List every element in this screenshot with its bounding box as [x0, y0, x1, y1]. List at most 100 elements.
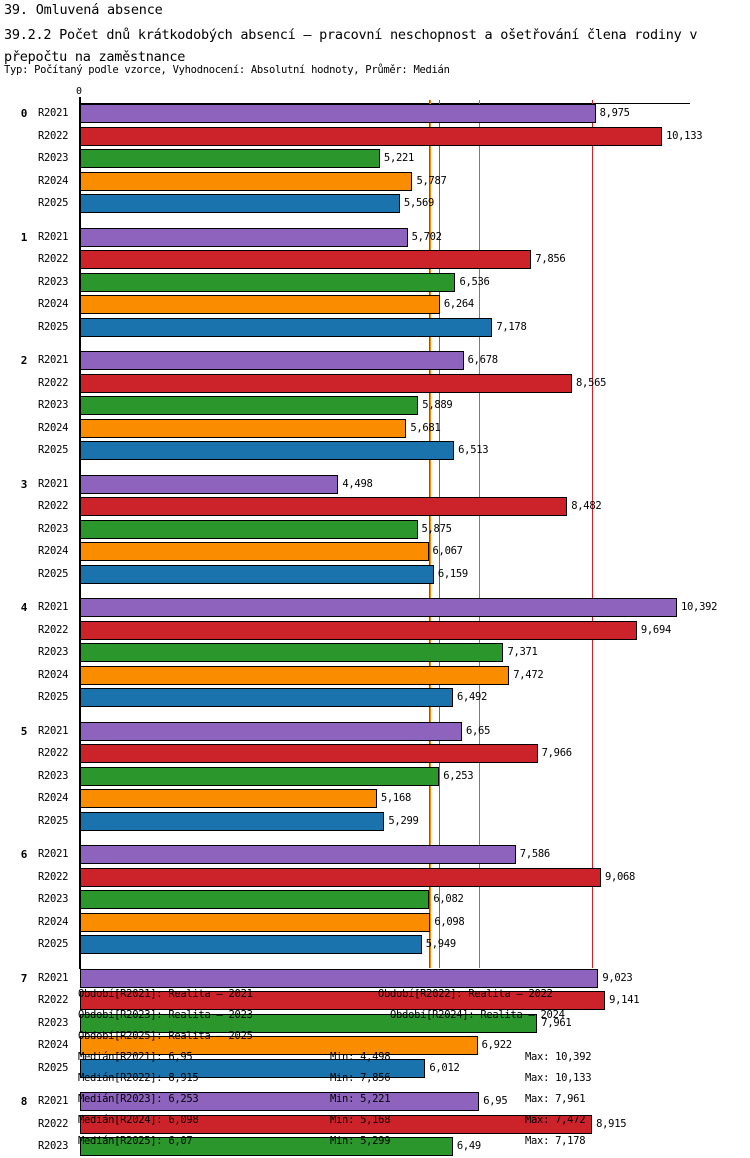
- stat-min-label: Min: 5,221: [330, 1093, 391, 1105]
- bar-row: R2025 5,949: [0, 935, 750, 955]
- series-label-r2025: R2025: [38, 1061, 69, 1074]
- bar-r2022[interactable]: [80, 1114, 593, 1134]
- bar-r2025[interactable]: [80, 688, 453, 708]
- bar-r2023[interactable]: [80, 519, 418, 539]
- series-label-r2023: R2023: [38, 399, 69, 412]
- group-index-label: 6: [20, 848, 28, 861]
- bar-row: R2021 5,702: [0, 227, 750, 247]
- bar-r2022[interactable]: [80, 744, 538, 764]
- series-label-r2022: R2022: [38, 500, 69, 513]
- chart-title: 39.2.2 Počet dnů krátkodobých absencí – …: [4, 27, 698, 65]
- stat-min-label: Min: 5,299: [330, 1135, 391, 1147]
- bar-value-label: 7,586: [519, 848, 550, 860]
- bar-row: R2021 4,498: [0, 474, 750, 494]
- series-label-r2021: R2021: [38, 107, 69, 119]
- bar-value-label: 10,392: [681, 601, 718, 613]
- bar-row: R2022 8,915: [0, 1114, 750, 1134]
- bar-row: R2021 8,975: [0, 104, 750, 123]
- bar-r2025[interactable]: [80, 935, 422, 955]
- bar-r2021[interactable]: [80, 227, 408, 247]
- bar-row: R2024 5,168: [0, 789, 750, 809]
- bar-r2023[interactable]: [80, 643, 504, 663]
- bar-value-label: 5,569: [403, 197, 435, 210]
- bar-r2022[interactable]: [80, 867, 601, 887]
- bar-r2023[interactable]: [80, 396, 419, 416]
- bar-value-label: 6,513: [458, 444, 489, 457]
- group-index-label: 4: [20, 601, 28, 614]
- bar-row: R2022 8,565: [0, 373, 750, 393]
- bar-r2024[interactable]: [80, 418, 407, 438]
- bar-r2024[interactable]: [80, 1036, 478, 1056]
- bar-r2022[interactable]: [80, 373, 573, 393]
- stat-max-label: Max: 7,961: [525, 1093, 586, 1105]
- bar-row: R2022 8,482: [0, 497, 750, 517]
- bar-r2024[interactable]: [80, 665, 510, 685]
- bar-r2024[interactable]: [80, 912, 431, 932]
- bar-r2025[interactable]: [80, 811, 385, 831]
- series-label-r2023: R2023: [38, 769, 69, 782]
- bar-r2022[interactable]: [80, 250, 532, 270]
- bar-r2021[interactable]: [80, 474, 339, 494]
- bar-r2024[interactable]: [80, 295, 440, 315]
- bar-r2023[interactable]: [80, 890, 430, 910]
- bar-r2024[interactable]: [80, 542, 429, 562]
- bar-r2025[interactable]: [80, 1058, 426, 1078]
- bar-value-label: 9,141: [609, 994, 640, 1007]
- bar-row: R2023 6,082: [0, 890, 750, 910]
- series-label-r2021: R2021: [38, 354, 69, 366]
- bar-r2021[interactable]: [80, 968, 599, 988]
- bar-row: R2024 6,264: [0, 295, 750, 315]
- bar-r2021[interactable]: [80, 598, 677, 617]
- bar-r2025[interactable]: [80, 194, 400, 214]
- bar-row: R2025 6,012: [0, 1058, 750, 1078]
- bar-value-label: 6,067: [432, 545, 463, 558]
- bar-row: R2023 6,49: [0, 1137, 750, 1157]
- bar-value-label: 6,95: [483, 1095, 508, 1107]
- bar-value-label: 7,961: [541, 1016, 572, 1029]
- bar-group: 3 R2021 4,498 R2022 8,482 R2023 5,875 R2024 6,06…: [0, 474, 750, 588]
- bar-r2023[interactable]: [80, 766, 440, 786]
- bar-group: 0 R2021 8,975 R2022 10,133 R2023 5,221 R2024 5,7…: [0, 104, 750, 217]
- bar-r2022[interactable]: [80, 126, 663, 146]
- bar-value-label: 5,787: [416, 174, 447, 187]
- bar-r2025[interactable]: [80, 317, 493, 337]
- bar-r2024[interactable]: [80, 789, 377, 809]
- series-label-r2024: R2024: [38, 668, 69, 681]
- bar-row: R2023 6,536: [0, 272, 750, 292]
- bar-r2024[interactable]: [80, 171, 413, 191]
- bar-r2021[interactable]: [80, 845, 516, 864]
- bar-value-label: 7,856: [535, 253, 566, 266]
- series-label-r2021: R2021: [38, 848, 69, 860]
- bar-value-label: 6,536: [459, 275, 490, 288]
- bar-row: R2025 6,513: [0, 441, 750, 461]
- bar-value-label: 8,482: [571, 500, 602, 513]
- bar-value-label: 10,133: [666, 129, 703, 142]
- bar-r2023[interactable]: [80, 1137, 453, 1157]
- bar-r2025[interactable]: [80, 441, 455, 461]
- bar-r2022[interactable]: [80, 620, 637, 640]
- bar-r2025[interactable]: [80, 564, 434, 584]
- stat-row: Medián[R2025]: 6,07 Min: 5,299 Max: 7,178: [0, 1135, 750, 1156]
- bar-row: R2022 10,133: [0, 126, 750, 146]
- series-label-r2022: R2022: [38, 747, 69, 760]
- legend-row: Období[R2025]: Realita – 2025: [0, 1030, 750, 1051]
- bar-r2021[interactable]: [80, 721, 463, 741]
- bar-r2023[interactable]: [80, 272, 456, 292]
- bar-r2021[interactable]: [80, 104, 596, 123]
- bar-value-label: 9,694: [640, 623, 671, 636]
- series-label-r2022: R2022: [38, 1117, 69, 1130]
- bar-r2022[interactable]: [80, 497, 568, 517]
- bar-r2023[interactable]: [80, 149, 380, 169]
- bar-value-label: 5,949: [425, 938, 456, 951]
- series-label-r2023: R2023: [38, 522, 69, 535]
- bar-value-label: 6,098: [434, 915, 465, 928]
- bar-value-label: 7,371: [507, 646, 538, 659]
- bar-value-label: 8,915: [596, 1117, 627, 1130]
- bar-r2022[interactable]: [80, 991, 606, 1011]
- stat-max-label: Max: 10,133: [525, 1072, 592, 1084]
- series-label-r2024: R2024: [38, 545, 69, 558]
- stat-median-label: Medián[R2025]: 6,07: [78, 1135, 193, 1147]
- bar-r2023[interactable]: [80, 1013, 538, 1033]
- bar-r2021[interactable]: [80, 1092, 480, 1111]
- bar-r2021[interactable]: [80, 351, 464, 370]
